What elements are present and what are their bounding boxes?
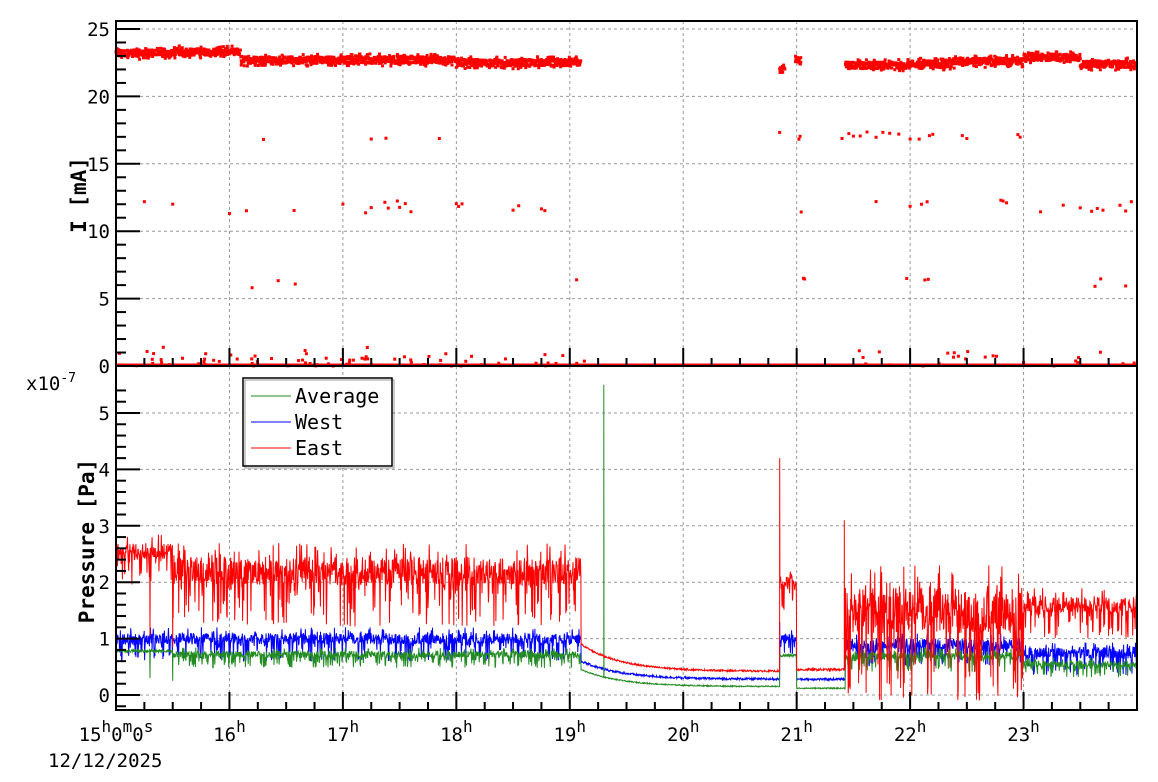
top-y-axis-title: I [mA] xyxy=(67,157,91,233)
y-multiplier-label: x10-7 xyxy=(26,371,76,395)
legend-item-west: West xyxy=(295,410,343,434)
bottom-y-tick-label: 3 xyxy=(99,516,110,538)
x-tick-label: 21h xyxy=(780,717,813,746)
bottom-y-tick-label: 2 xyxy=(99,572,110,594)
x-tick-label: 17h xyxy=(327,717,360,746)
top-plot-grid xyxy=(116,21,1137,367)
x-tick-label: 22h xyxy=(894,717,927,746)
pressure-line-series xyxy=(115,384,1138,701)
top-y-tick-label: 25 xyxy=(87,19,110,41)
bottom-y-tick-label: 4 xyxy=(99,459,110,481)
current-scatter-series xyxy=(114,44,1139,368)
x-tick-label: 19h xyxy=(554,717,587,746)
x-tick-label: 15h0m0s xyxy=(79,717,154,746)
bottom-y-tick-label: 0 xyxy=(99,685,110,707)
top-y-tick-label: 0 xyxy=(99,356,110,378)
bottom-y-tick-label: 5 xyxy=(99,403,110,425)
bottom-y-axis-title: Pressure [Pa] xyxy=(75,459,99,623)
legend-item-east: East xyxy=(295,436,343,460)
axis-ticks xyxy=(115,28,1138,710)
x-axis-date-label: 12/12/2025 xyxy=(48,750,162,772)
top-y-tick-label: 15 xyxy=(87,154,110,176)
x-tick-label: 20h xyxy=(667,717,700,746)
bottom-y-tick-label: 1 xyxy=(99,629,110,651)
top-y-tick-label: 10 xyxy=(87,221,110,243)
x-tick-label: 23h xyxy=(1007,717,1040,746)
top-y-tick-label: 5 xyxy=(99,289,110,311)
x-tick-label: 18h xyxy=(440,717,473,746)
x-tick-label: 16h xyxy=(213,717,246,746)
legend-item-average: Average xyxy=(295,384,379,408)
top-y-tick-label: 20 xyxy=(87,86,110,108)
axis-tick-labels: 0 5 10 15 20 25 0 1 2 3 4 5 15h0m0s 16h 17h 18h 19h 20h 21… xyxy=(79,19,1040,746)
